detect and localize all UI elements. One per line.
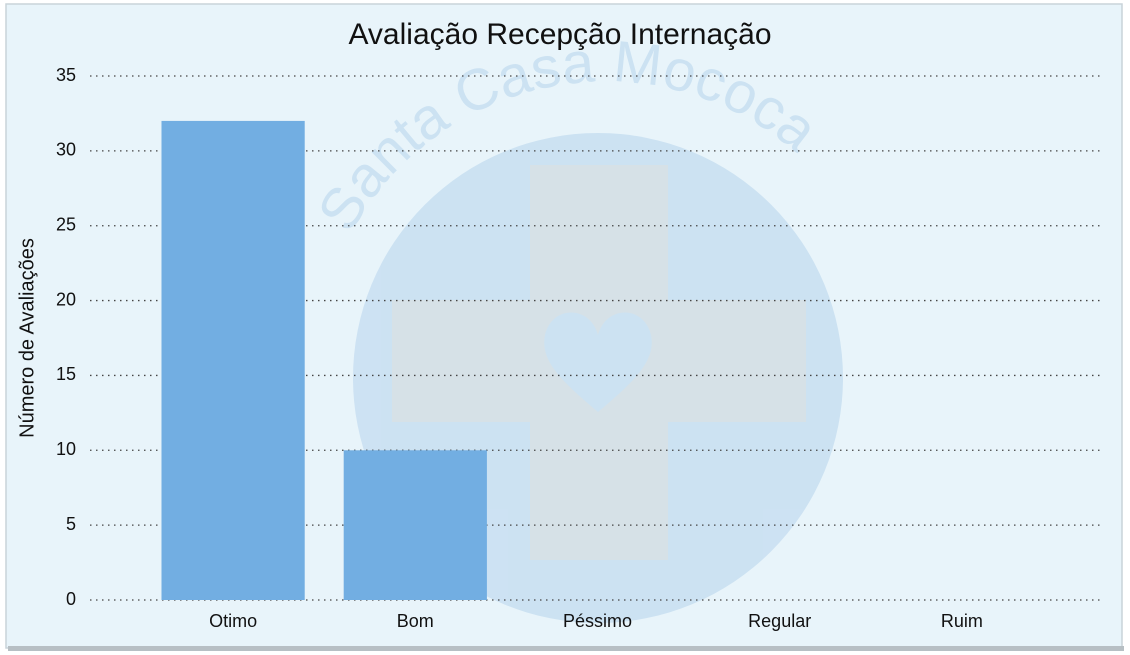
x-tick-label: Péssimo (563, 611, 632, 631)
x-tick-label: Ruim (941, 611, 983, 631)
y-tick-label: 20 (56, 289, 76, 309)
bar (161, 120, 305, 601)
y-tick-label: 25 (56, 214, 76, 234)
x-tick-label: Regular (748, 611, 811, 631)
x-tick-label: Otimo (209, 611, 257, 631)
panel-shadow (8, 646, 1124, 651)
chart-title: Avaliação Recepção Internação (348, 18, 771, 51)
x-tick-label: Bom (397, 611, 434, 631)
y-axis-label: Número de Avaliações (16, 238, 38, 438)
y-tick-label: 15 (56, 364, 76, 384)
y-tick-label: 30 (56, 140, 76, 160)
y-tick-label: 5 (66, 514, 76, 534)
logo-heart (544, 312, 652, 412)
y-tick-label: 0 (66, 589, 76, 609)
bar (343, 450, 487, 600)
y-tick-label: 10 (56, 439, 76, 459)
y-tick-label: 35 (56, 65, 76, 85)
